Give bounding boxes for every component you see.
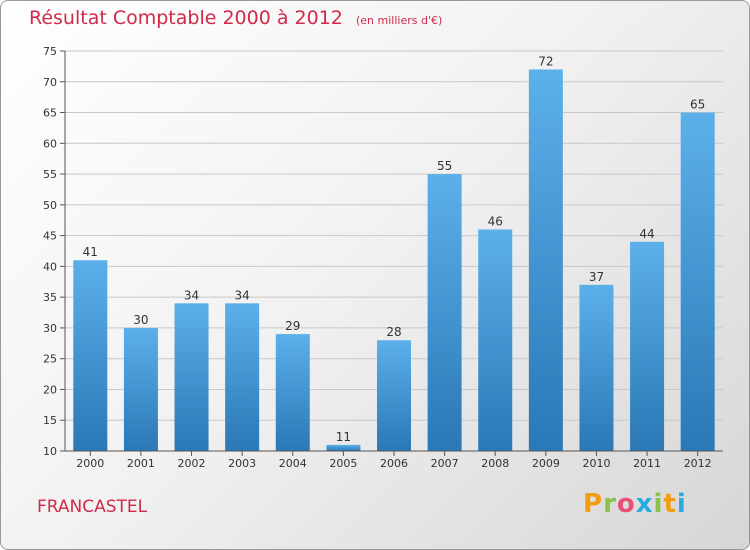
value-label-2010: 37 [589, 270, 604, 284]
value-label-2005: 11 [336, 430, 351, 444]
x-tick-label-2002: 2002 [178, 457, 206, 470]
x-tick-label-2006: 2006 [380, 457, 408, 470]
logo-letter: P [583, 489, 604, 519]
y-tick-label: 15 [43, 414, 57, 427]
y-tick-label: 20 [43, 383, 57, 396]
bar-2012 [680, 112, 715, 452]
x-tick-label-2011: 2011 [633, 457, 661, 470]
x-axis-ticks: 2000 2001 2002 2003 2004 2005 2006 2007 2008 2009… [76, 451, 712, 470]
value-label-2003: 34 [235, 288, 250, 302]
value-labels: 41 30 34 34 29 11 28 55 46 72 37 44 65 [83, 54, 706, 443]
y-tick-label: 70 [43, 76, 57, 89]
x-tick-label-2005: 2005 [329, 457, 357, 470]
y-tick-label: 45 [43, 230, 57, 243]
y-tick-label: 35 [43, 291, 57, 304]
logo-letter: t [663, 489, 677, 519]
value-label-2007: 55 [437, 159, 452, 173]
x-tick-label-2004: 2004 [279, 457, 307, 470]
bar-2000 [73, 260, 108, 451]
bar-2002 [174, 303, 209, 451]
axes [64, 51, 723, 452]
y-tick-label: 30 [43, 322, 57, 335]
location-name: FRANCASTEL [37, 497, 148, 517]
value-label-2006: 28 [386, 325, 401, 339]
logo-letter: i [653, 489, 664, 519]
proxiti-logo[interactable]: Proxiti [583, 489, 687, 519]
chart-subtitle: (en milliers d'€) [355, 14, 443, 27]
value-label-2004: 29 [285, 319, 300, 333]
y-axis-ticks: 10 15 20 25 30 35 40 45 50 55 60 65 70 75 [43, 45, 65, 458]
y-tick-label: 10 [43, 445, 57, 458]
x-tick-label-2001: 2001 [127, 457, 155, 470]
x-tick-label-2010: 2010 [582, 457, 610, 470]
value-label-2009: 72 [538, 54, 553, 68]
bar-2001 [123, 327, 158, 451]
value-label-2011: 44 [639, 227, 654, 241]
logo-letter: r [603, 489, 617, 519]
bar-2007 [427, 174, 462, 452]
y-tick-label: 65 [43, 107, 57, 120]
bar-2004 [275, 334, 310, 451]
value-label-2008: 46 [488, 214, 503, 228]
y-tick-label: 50 [43, 199, 57, 212]
bar-2008 [478, 229, 513, 451]
x-tick-label-2007: 2007 [431, 457, 459, 470]
x-tick-label-2000: 2000 [76, 457, 104, 470]
value-label-2000: 41 [83, 245, 98, 259]
x-tick-label-2003: 2003 [228, 457, 256, 470]
value-label-2001: 30 [133, 313, 148, 327]
bar-2009 [528, 69, 563, 451]
bar-2010 [579, 284, 614, 451]
logo-letter: x [635, 489, 654, 519]
bar-2003 [225, 303, 260, 451]
bar-2006 [377, 340, 411, 451]
bars [73, 69, 715, 452]
logo-letter: i [676, 489, 687, 519]
bar-2011 [630, 241, 665, 451]
chart-title: Résultat Comptable 2000 à 2012 [29, 7, 343, 29]
y-tick-label: 25 [43, 353, 57, 366]
logo-letter: o [616, 489, 636, 519]
bar-2005 [326, 444, 361, 451]
y-tick-label: 55 [43, 168, 57, 181]
x-tick-label-2009: 2009 [532, 457, 560, 470]
x-tick-label-2008: 2008 [481, 457, 509, 470]
value-label-2012: 65 [690, 98, 705, 112]
value-label-2002: 34 [184, 288, 199, 302]
chart-title-block: Résultat Comptable 2000 à 2012 (en milli… [29, 7, 442, 29]
y-tick-label: 75 [43, 45, 57, 58]
y-tick-label: 60 [43, 137, 57, 150]
y-tick-label: 40 [43, 260, 57, 273]
x-tick-label-2012: 2012 [684, 457, 712, 470]
